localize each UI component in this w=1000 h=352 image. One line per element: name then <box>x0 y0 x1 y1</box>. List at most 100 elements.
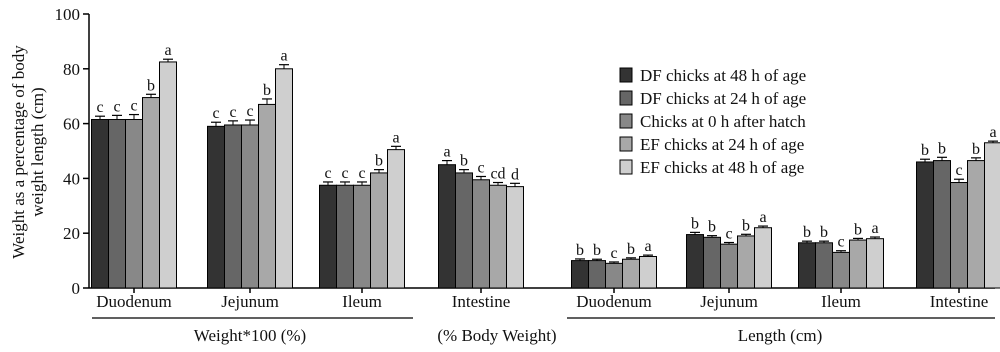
significance-label: a <box>164 42 171 59</box>
significance-label: c <box>212 105 219 122</box>
y-axis: 0 20 40 60 80 100 <box>55 5 90 298</box>
significance-label: b <box>147 77 155 94</box>
bar <box>703 236 721 289</box>
bar <box>455 172 473 289</box>
significance-label: c <box>725 226 732 243</box>
bar <box>588 260 606 289</box>
significance-label: c <box>610 245 617 262</box>
bar <box>472 179 490 289</box>
significance-label: b <box>576 242 584 259</box>
bar <box>142 97 160 289</box>
bar <box>916 161 934 289</box>
legend-swatch <box>619 159 633 175</box>
legend-label: Chicks at 0 h after hatch <box>640 112 806 131</box>
bar <box>353 184 371 289</box>
significance-label: a <box>644 238 651 255</box>
significance-label: b <box>742 217 750 234</box>
legend: DF chicks at 48 h of age DF chicks at 24 … <box>619 66 806 177</box>
bar <box>720 243 738 289</box>
bar <box>387 149 405 289</box>
bar <box>686 234 704 289</box>
significance-label: a <box>989 124 996 141</box>
bar <box>815 242 833 289</box>
significance-label: cd <box>490 166 505 183</box>
bar <box>605 262 623 289</box>
bar <box>506 186 524 289</box>
bar <box>849 239 867 289</box>
significance-label: b <box>691 215 699 232</box>
significance-label: b <box>803 224 811 241</box>
x-tick-label: Intestine <box>452 292 511 311</box>
significance-label: c <box>96 99 103 116</box>
significance-label: c <box>324 165 331 182</box>
legend-swatch <box>619 113 633 129</box>
y-axis-title: Weight as a percentage of body weight len… <box>9 45 47 259</box>
significance-label: a <box>443 144 450 161</box>
bar <box>207 125 225 289</box>
bar <box>91 118 109 289</box>
bar <box>370 172 388 289</box>
y-tick-label: 100 <box>55 5 81 24</box>
significance-label: b <box>820 224 828 241</box>
bar <box>159 61 177 289</box>
significance-label: d <box>511 166 519 183</box>
significance-label: c <box>130 98 137 115</box>
bar <box>754 227 772 289</box>
bar <box>275 68 293 289</box>
bar <box>967 160 985 289</box>
significance-label: a <box>392 129 399 146</box>
y-tick-label: 60 <box>63 115 80 134</box>
significance-label: b <box>627 241 635 258</box>
legend-swatch <box>619 136 633 152</box>
significance-label: a <box>759 209 766 226</box>
bar <box>319 184 337 289</box>
group-label: Length (cm) <box>738 326 823 345</box>
significance-label: b <box>708 219 716 236</box>
bar <box>336 184 354 289</box>
bar <box>489 184 507 289</box>
significance-label: c <box>113 98 120 115</box>
significance-label: b <box>972 141 980 158</box>
bar <box>258 103 276 289</box>
bar <box>737 235 755 289</box>
legend-label: DF chicks at 24 h of age <box>640 89 806 108</box>
x-tick-label: Jejunum <box>700 292 758 311</box>
bar <box>984 142 1000 289</box>
y-tick-label: 40 <box>63 169 80 188</box>
significance-label: a <box>871 220 878 237</box>
y-tick-label: 80 <box>63 60 80 79</box>
bar <box>933 160 951 289</box>
significance-label: b <box>375 153 383 170</box>
significance-label: c <box>955 162 962 179</box>
bar <box>571 260 589 289</box>
y-tick-label: 20 <box>63 224 80 243</box>
x-tick-label: Duodenum <box>576 292 652 311</box>
y-tick-label: 0 <box>72 279 81 298</box>
significance-label: c <box>341 165 348 182</box>
x-tick-label: Ileum <box>821 292 861 311</box>
significance-label: b <box>921 142 929 159</box>
bar <box>125 118 143 289</box>
bar <box>866 238 884 289</box>
legend-label: EF chicks at 24 h of age <box>640 135 804 154</box>
bar <box>224 124 242 289</box>
legend-label: DF chicks at 48 h of age <box>640 66 806 85</box>
significance-label: b <box>938 140 946 157</box>
x-tick-label: Jejunum <box>221 292 279 311</box>
significance-label: b <box>460 153 468 170</box>
x-tick-label: Ileum <box>342 292 382 311</box>
group-label: Weight*100 (%) <box>194 326 306 345</box>
y-axis-title-line: weight length (cm) <box>28 87 47 216</box>
bar <box>639 255 657 289</box>
bar <box>798 242 816 289</box>
bar <box>438 164 456 289</box>
bar <box>950 182 968 289</box>
group-labels: Weight*100 (%) (% Body Weight) Length (cm) <box>92 317 995 345</box>
bar <box>832 251 850 289</box>
legend-swatch <box>619 67 633 83</box>
significance-label: a <box>280 48 287 65</box>
significance-label: c <box>477 159 484 176</box>
bar <box>108 118 126 289</box>
